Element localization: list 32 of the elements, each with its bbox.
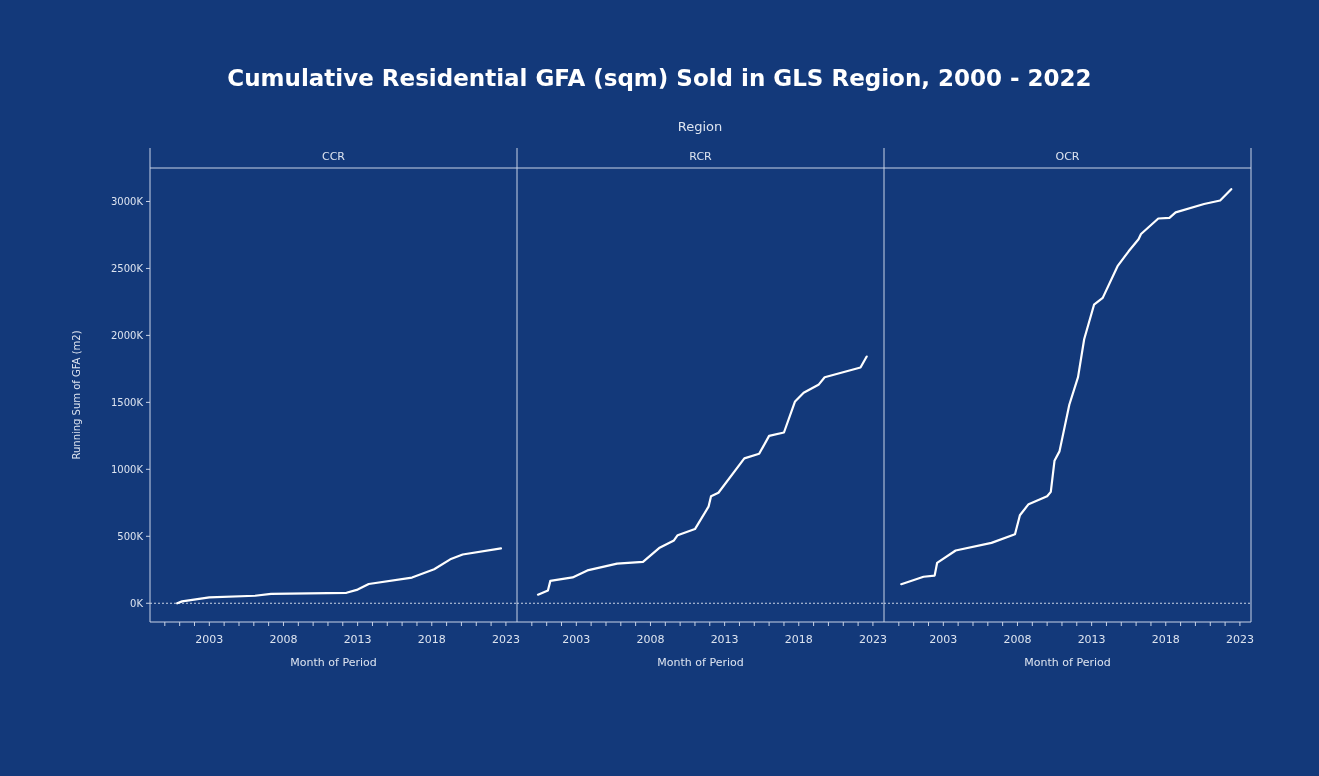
x-axis-title: Month of Period [657, 656, 744, 669]
x-tick-label: 2023 [1225, 633, 1254, 646]
x-tick-label: 2018 [784, 633, 813, 646]
x-tick-label: 2003 [562, 633, 591, 646]
x-axis-title: Month of Period [290, 656, 377, 669]
x-tick-label: 2008 [636, 633, 665, 646]
x-tick-label: 2003 [929, 633, 958, 646]
x-tick-label: 2018 [417, 633, 446, 646]
x-tick-label: 2018 [1151, 633, 1180, 646]
x-tick-label: 2013 [710, 633, 739, 646]
x-tick-label: 2023 [858, 633, 887, 646]
x-tick-label: 2003 [195, 633, 224, 646]
chart-title: RCR [689, 150, 713, 163]
line-series [176, 547, 503, 605]
text: Region [677, 119, 723, 134]
y-tick-label: 1500K [110, 397, 144, 409]
chart-title: CCR [321, 150, 346, 163]
x-tick-label: 2008 [1003, 633, 1032, 646]
y-tick-label: 1000K [110, 464, 144, 476]
x-axis-title: Month of Period [1024, 656, 1111, 669]
y-tick-label: 3000K [110, 196, 144, 208]
y-tick-label: 500K [117, 531, 144, 543]
x-tick-label: 2008 [269, 633, 298, 646]
x-tick-label: 2023 [491, 633, 520, 646]
y-tick-label: 2000K [110, 330, 144, 342]
y-axis-title: Running Sum of GFA (m2) [71, 330, 82, 460]
text: Cumulative Residential GFA (sqm) Sold in GLS Region, 2000 - 2022 [227, 65, 1092, 91]
y-tick-label: 2500K [110, 263, 144, 275]
x-tick-label: 2013 [343, 633, 372, 646]
chart-title: OCR [1055, 150, 1080, 163]
x-tick-label: 2013 [1077, 633, 1106, 646]
y-tick-label: 0K [130, 598, 144, 610]
